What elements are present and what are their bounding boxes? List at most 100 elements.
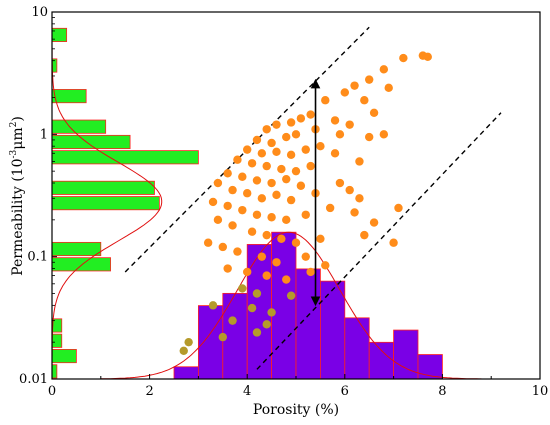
scatter-point <box>257 252 267 261</box>
poro-hist-bar <box>344 317 370 379</box>
scatter-point <box>203 238 213 247</box>
poro-hist-bar <box>368 341 395 379</box>
scatter-point <box>340 88 349 97</box>
scatter-point <box>233 247 242 256</box>
scatter-point <box>350 208 359 217</box>
scatter-point <box>360 230 369 240</box>
scatter-point <box>335 130 345 139</box>
scatter-point <box>223 201 232 211</box>
x-tick-label: 8 <box>438 384 446 399</box>
scatter-point <box>218 242 227 252</box>
scatter-point <box>282 132 291 142</box>
scatter-point <box>286 150 296 160</box>
x-tick-label: 4 <box>243 384 251 399</box>
poro-hist-bar <box>173 366 199 379</box>
scatter-point <box>286 195 296 205</box>
scatter-point <box>321 261 330 270</box>
scatter-point <box>355 194 364 203</box>
x-tick-label: 2 <box>145 384 153 399</box>
y-axis: 0.01 0.1 1 10 <box>19 5 57 387</box>
scatter-point <box>228 316 237 325</box>
scatter-point <box>330 116 340 125</box>
x-tick-label: 6 <box>341 384 349 399</box>
scatter-point <box>223 264 232 273</box>
scatter-point <box>272 147 281 156</box>
scatter-point <box>316 141 325 151</box>
perm-hist-bar <box>52 27 68 42</box>
perm-hist-bar <box>52 318 63 333</box>
perm-hist-bar <box>52 257 111 272</box>
x-axis: 0 2 4 6 8 10 <box>48 374 548 399</box>
scatter-point <box>267 308 276 317</box>
x-tick-label: 10 <box>532 384 549 399</box>
scatter-point <box>286 291 296 300</box>
scatter-point <box>252 328 262 337</box>
scatter-point <box>262 230 271 240</box>
scatter-point <box>252 135 262 145</box>
scatter-point <box>350 81 359 90</box>
scatter-point <box>301 252 310 261</box>
scatter-point <box>238 172 247 181</box>
scatter-point <box>247 159 257 168</box>
poro-hist-bar <box>393 329 419 379</box>
scatter-point <box>423 52 432 62</box>
perm-hist-bar <box>52 89 87 104</box>
scatter-point <box>345 185 354 195</box>
poro-hist-bar <box>295 268 321 379</box>
scatter-point <box>379 130 389 139</box>
poro-hist-bar <box>271 231 297 379</box>
scatter-point <box>345 120 354 129</box>
scatter-point <box>282 275 291 284</box>
scatter-point <box>243 189 252 198</box>
scatter-point <box>365 75 374 84</box>
scatter-point <box>306 267 315 277</box>
y-axis-title: Permeability (10-3μm2) <box>9 116 26 276</box>
y-axis-title-end: ) <box>10 116 26 121</box>
perm-hist-bar <box>52 333 63 348</box>
scatter-point <box>213 178 223 188</box>
poro-hist-bar <box>197 305 224 379</box>
scatter-point <box>218 332 227 342</box>
perm-hist-bar <box>52 134 131 150</box>
scatter-point <box>399 53 408 63</box>
scatter-point <box>306 161 315 171</box>
scatter-point <box>272 258 281 267</box>
y-axis-title-unit: μm <box>10 127 26 149</box>
scatter-point <box>243 145 252 154</box>
scatter-point <box>257 149 267 158</box>
scatter-point <box>360 96 369 105</box>
scatter-point <box>238 284 247 293</box>
perm-hist-bar <box>52 364 58 379</box>
scatter-point <box>272 120 281 129</box>
scatter-point <box>262 271 271 280</box>
y-tick-label: 0.01 <box>19 372 48 387</box>
scatter-point <box>208 197 218 207</box>
scatter-point <box>301 210 310 219</box>
scatter-point <box>365 132 374 142</box>
scatter-point <box>247 303 257 313</box>
y-axis-title-exp2: 2 <box>9 122 19 128</box>
porosity-fit-curve <box>100 231 482 379</box>
scatter-point <box>335 178 345 188</box>
scatter-point <box>379 65 389 74</box>
scatter-point <box>369 108 379 117</box>
scatter-point <box>257 194 267 203</box>
x-tick-label: 0 <box>48 384 56 399</box>
scatter-point <box>369 218 379 227</box>
perm-hist-bar <box>52 180 155 195</box>
scatter-point <box>228 185 237 195</box>
scatter-point <box>262 320 271 329</box>
perm-hist-bar <box>52 119 107 134</box>
scatter-point <box>296 114 306 123</box>
y-tick-label: 10 <box>31 5 48 20</box>
scatter-point <box>282 174 291 184</box>
perm-hist-bar <box>52 196 160 211</box>
scatter-point <box>228 221 237 230</box>
scatter-point <box>272 190 281 200</box>
scatter-point <box>301 145 310 154</box>
scatter-point <box>262 161 271 171</box>
scatter-point <box>355 157 364 166</box>
scatter-point <box>252 210 262 219</box>
poro-hist-bar <box>319 280 346 379</box>
